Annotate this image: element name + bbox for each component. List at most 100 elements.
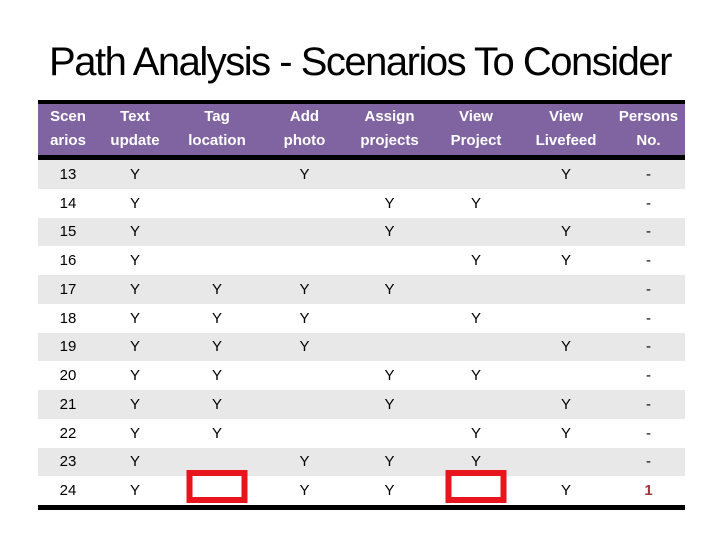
table-row-23: 23 Y Y Y Y - [38, 447, 685, 477]
table-cell: Y [560, 338, 571, 356]
scenario-number: 22 [59, 424, 77, 442]
slide-title: Path Analysis - Scenarios To Consider [49, 40, 672, 84]
table-cell [432, 333, 520, 362]
header-line: Text [120, 108, 150, 125]
column-header-view-project: View Project [432, 100, 520, 160]
header-line: location [188, 132, 246, 149]
table-cell [347, 158, 432, 189]
header-line: No. [636, 132, 661, 149]
table-cell: Y [129, 165, 140, 183]
table-cell [172, 246, 262, 275]
column-header-view-livefeed: View Livefeed [520, 100, 612, 160]
table-cell [347, 333, 432, 362]
table-cell: Y [129, 252, 140, 270]
table-cell: Y [129, 194, 140, 212]
table-cell: Y [470, 194, 481, 212]
table-cell: Y [299, 165, 310, 183]
persons-cell: - [646, 194, 651, 212]
column-header-add-photo: Add photo [262, 100, 347, 160]
table-cell: Y [470, 309, 481, 327]
table-cell [262, 390, 347, 419]
header-line: photo [283, 132, 326, 149]
table-cell: Y [299, 482, 310, 500]
table-row-14: 14 Y Y Y - [38, 188, 685, 218]
table-cell [432, 390, 520, 419]
column-header-tag-location: Tag location [172, 100, 262, 160]
persons-cell: - [646, 309, 651, 327]
table-cell: Y [470, 252, 481, 270]
table-body: 13 Y Y Y - 14 Y Y Y - 15 Y [38, 157, 685, 508]
table-cell [172, 218, 262, 247]
column-header-scenarios: Scen arios [38, 100, 98, 160]
table-cell: Y [299, 280, 310, 298]
scenario-number: 13 [59, 165, 77, 183]
header-line: Persons [618, 108, 679, 125]
table-cell [520, 361, 612, 390]
table-row-20: 20 Y Y Y Y - [38, 361, 685, 390]
table-cell [520, 304, 612, 333]
table-cell: Y [211, 338, 222, 356]
header-line: update [110, 132, 160, 149]
persons-cell: - [646, 338, 651, 356]
table-cell: Y [560, 482, 571, 500]
table-cell: Y [560, 424, 571, 442]
table-cell: Y [211, 424, 222, 442]
header-line: Add [289, 108, 320, 125]
table-cell: Y [560, 252, 571, 270]
table-cell: Y [211, 309, 222, 327]
table-cell: Y [211, 395, 222, 413]
table-cell: Y [560, 223, 571, 241]
table-cell [262, 246, 347, 275]
highlight-box [186, 470, 248, 504]
table-cell: Y [129, 395, 140, 413]
table-cell [520, 448, 612, 477]
header-line: Scen [50, 108, 86, 125]
table-row-22: 22 Y Y Y Y - [38, 418, 685, 448]
scenario-number: 14 [59, 194, 77, 212]
scenario-number: 17 [59, 280, 77, 298]
persons-cell: - [646, 280, 651, 298]
table-cell [262, 218, 347, 247]
persons-cell: - [646, 453, 651, 471]
table-cell-highlighted [172, 470, 262, 507]
table-row-21: 21 Y Y Y Y - [38, 390, 685, 419]
table-cell [520, 189, 612, 218]
table-cell [347, 419, 432, 448]
header-line: Tag [204, 108, 230, 125]
table-row-13: 13 Y Y Y - [38, 157, 685, 189]
table-cell: Y [560, 165, 571, 183]
table-cell: Y [299, 338, 310, 356]
table-cell: Y [384, 223, 395, 241]
scenario-number: 23 [59, 453, 77, 471]
header-line: arios [50, 132, 86, 149]
persons-cell: - [646, 367, 651, 385]
header-row: Scen arios Text update Tag location Add phot… [38, 100, 685, 160]
header-line: View [549, 108, 583, 125]
table-cell [262, 189, 347, 218]
column-header-assign-projects: Assign projects [347, 100, 432, 160]
header-line: projects [360, 132, 419, 149]
persons-cell: - [646, 165, 651, 183]
table-cell: Y [129, 367, 140, 385]
table-cell [262, 361, 347, 390]
header-line: View [459, 108, 493, 125]
table-cell: Y [384, 367, 395, 385]
table-cell: Y [470, 367, 481, 385]
table-cell [172, 158, 262, 189]
header-line: Assign [364, 108, 415, 125]
table-row-16: 16 Y Y Y - [38, 246, 685, 275]
table-cell: Y [384, 194, 395, 212]
table-cell: Y [129, 223, 140, 241]
table-cell: Y [129, 482, 140, 500]
table-cell: Y [299, 309, 310, 327]
table-cell [432, 158, 520, 189]
table-cell: Y [470, 453, 481, 471]
table-cell-highlighted [432, 470, 520, 507]
table-row-19: 19 Y Y Y Y - [38, 332, 685, 362]
table-cell: Y [470, 424, 481, 442]
scenario-number: 15 [59, 223, 77, 241]
scenario-number: 16 [59, 252, 77, 270]
scenario-number: 20 [59, 367, 77, 385]
table-cell: Y [384, 453, 395, 471]
